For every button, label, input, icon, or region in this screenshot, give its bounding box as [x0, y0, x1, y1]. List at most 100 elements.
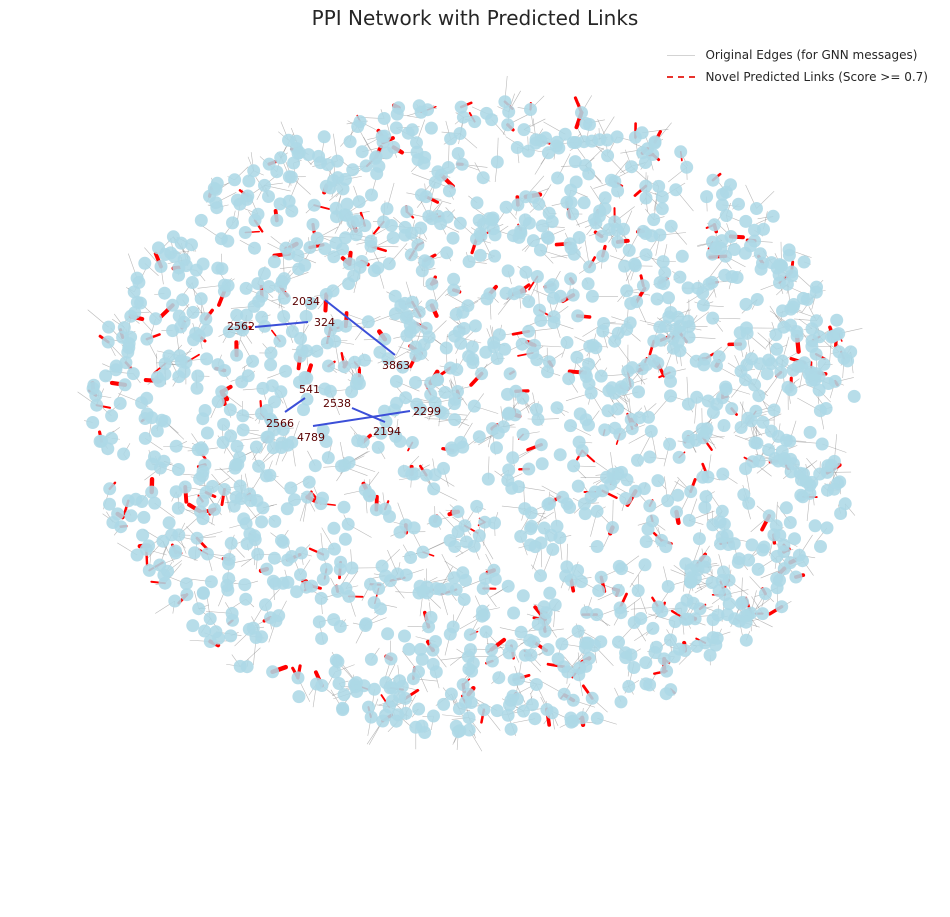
protein-node [412, 702, 426, 716]
protein-node [249, 440, 263, 454]
protein-node [465, 340, 479, 354]
protein-node [130, 548, 144, 562]
protein-node [414, 642, 428, 656]
protein-node [821, 377, 835, 390]
protein-node [135, 396, 149, 410]
protein-node [315, 679, 329, 692]
protein-node [273, 334, 287, 348]
protein-node [262, 190, 275, 203]
protein-node [661, 494, 675, 508]
protein-node [105, 431, 119, 445]
protein-node [409, 349, 423, 363]
protein-node [733, 337, 747, 351]
protein-node [379, 415, 393, 429]
protein-node [331, 319, 344, 333]
protein-node [627, 661, 641, 674]
protein-node [733, 614, 746, 628]
protein-node [427, 709, 440, 723]
highlighted-link [254, 321, 309, 328]
protein-node [369, 151, 383, 165]
protein-node [501, 264, 515, 278]
protein-node [627, 616, 641, 629]
protein-node [679, 612, 693, 626]
protein-node [741, 411, 755, 425]
protein-node [692, 532, 706, 546]
protein-node [352, 377, 366, 391]
protein-node [474, 229, 488, 243]
protein-node [356, 435, 370, 449]
protein-node [327, 613, 341, 627]
protein-node [622, 679, 636, 693]
protein-node [558, 127, 572, 141]
protein-node [734, 421, 748, 434]
protein-node [400, 205, 414, 219]
protein-node [348, 355, 362, 369]
protein-node [592, 584, 606, 598]
protein-node [620, 473, 634, 487]
protein-node [300, 490, 314, 504]
protein-node [541, 146, 555, 160]
protein-node [492, 671, 506, 685]
protein-node [468, 115, 482, 129]
protein-node [333, 562, 347, 576]
protein-node [528, 712, 542, 726]
protein-node [719, 209, 733, 222]
protein-node [230, 439, 244, 453]
protein-node [299, 580, 313, 594]
protein-node [475, 367, 489, 381]
protein-node [268, 395, 281, 409]
protein-node [644, 424, 658, 438]
protein-node [290, 585, 304, 599]
protein-node [779, 433, 793, 447]
protein-node [103, 497, 116, 511]
protein-node [142, 539, 156, 553]
protein-node [321, 451, 335, 465]
node-label-3863: 3863 [382, 359, 410, 372]
protein-node [138, 431, 152, 445]
protein-node [601, 404, 615, 418]
protein-node [450, 363, 464, 377]
protein-node [560, 336, 574, 349]
protein-node [239, 592, 253, 606]
protein-node [797, 356, 811, 370]
legend-label-novel-links: Novel Predicted Links (Score >= 0.7) [705, 70, 928, 84]
protein-node [628, 259, 642, 273]
protein-node [465, 664, 479, 678]
protein-node [690, 390, 704, 404]
protein-node [451, 147, 465, 160]
protein-node [327, 521, 341, 535]
protein-node [514, 625, 528, 639]
protein-node [820, 521, 834, 535]
protein-node [396, 360, 410, 374]
protein-node [502, 105, 516, 119]
protein-node [405, 226, 418, 240]
protein-node [796, 291, 810, 305]
protein-node [409, 376, 422, 389]
protein-node [429, 582, 443, 595]
protein-node [501, 708, 515, 722]
protein-node [446, 620, 460, 634]
protein-node [206, 479, 219, 493]
protein-node [584, 386, 598, 400]
protein-node [142, 563, 156, 577]
protein-node [476, 582, 490, 595]
protein-node [277, 310, 291, 323]
protein-node [660, 664, 674, 678]
protein-node [717, 419, 731, 432]
protein-node [172, 528, 186, 542]
protein-node [529, 678, 543, 691]
protein-node [288, 493, 301, 507]
protein-node [490, 155, 504, 169]
protein-node [539, 606, 553, 620]
protein-node [620, 284, 634, 298]
protein-node [113, 396, 127, 410]
protein-node [684, 575, 697, 589]
protein-node [566, 693, 580, 707]
protein-node [503, 367, 517, 381]
protein-node [698, 560, 712, 574]
protein-node [488, 249, 502, 263]
protein-node [359, 617, 373, 631]
node-label-2194: 2194 [373, 425, 401, 438]
protein-node [246, 354, 260, 368]
protein-node [475, 609, 489, 623]
